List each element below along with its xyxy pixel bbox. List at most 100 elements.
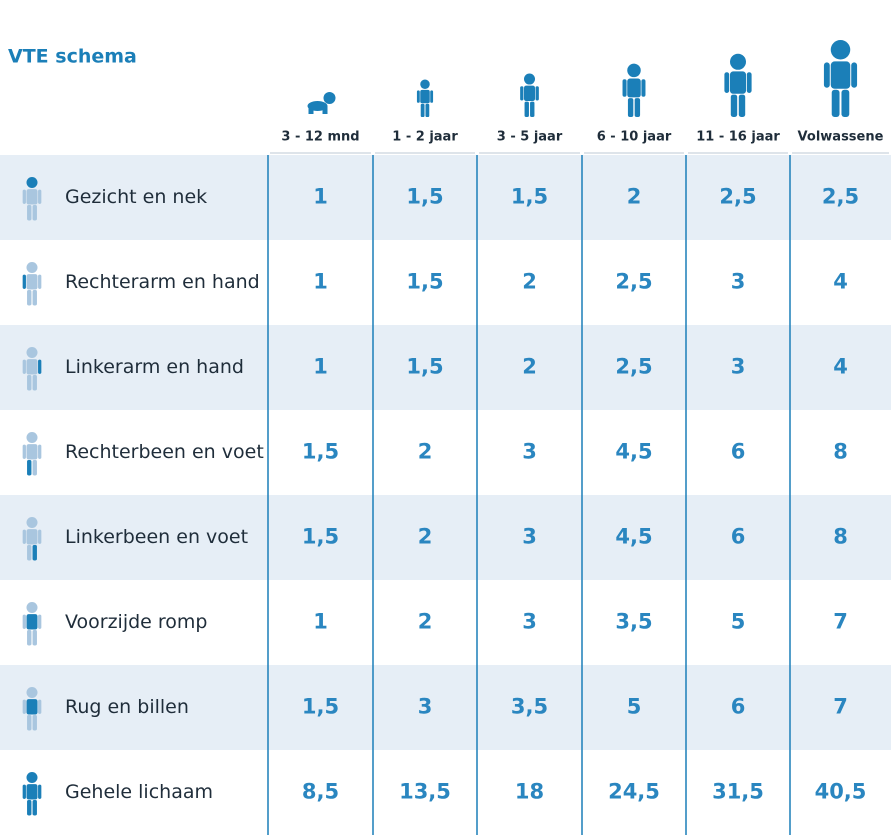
column-header: 3 - 5 jaar [497, 130, 563, 145]
icon-arm [747, 72, 752, 93]
cell-value: 2 [522, 355, 537, 379]
icon-leg [33, 545, 37, 560]
icon-arm [23, 530, 26, 544]
icon-torso [27, 274, 38, 289]
cell-value: 1 [313, 185, 328, 209]
column-header: 6 - 10 jaar [597, 130, 672, 145]
icon-leg [323, 106, 328, 114]
cell-value: 1,5 [511, 185, 548, 209]
icon-leg [27, 375, 31, 390]
icon-head [27, 517, 38, 528]
icon-torso [27, 699, 38, 714]
icon-torso [27, 529, 38, 544]
icon-head [627, 64, 641, 78]
icon-leg [27, 205, 31, 220]
row-label: Gehele lichaam [65, 781, 213, 803]
cell-value: 4,5 [615, 440, 652, 464]
icon-head [27, 347, 38, 358]
icon-leg [27, 460, 31, 475]
icon-leg [33, 205, 37, 220]
cell-value: 6 [731, 525, 746, 549]
cell-value: 1 [313, 270, 328, 294]
icon-arm [23, 190, 26, 204]
icon-torso [524, 86, 535, 101]
cell-value: 1,5 [302, 440, 339, 464]
cell-value: 24,5 [608, 780, 660, 804]
icon-leg [27, 545, 31, 560]
cell-value: 7 [833, 610, 848, 634]
title: VTE schema [8, 46, 137, 68]
icon-head [730, 54, 746, 70]
row-label: Linkerarm en hand [65, 356, 244, 378]
row-label: Rug en billen [65, 696, 189, 718]
icon-head [831, 40, 851, 60]
cell-value: 3,5 [511, 695, 548, 719]
icon-arm [23, 785, 26, 799]
cell-value: 1,5 [302, 525, 339, 549]
icon-leg [425, 104, 429, 117]
icon-torso [627, 79, 641, 98]
cell-value: 2,5 [615, 355, 652, 379]
icon-leg [841, 90, 849, 117]
icon-head [27, 687, 38, 698]
cell-value: 2 [418, 610, 433, 634]
cell-value: 3 [522, 610, 537, 634]
icon-leg [421, 104, 425, 117]
page: VTE schema Gezicht en nek 1 1,5 1,5 2 2,5 2,5 R… [0, 0, 891, 835]
icon-arm [536, 86, 539, 100]
row-label: Rechterbeen en voet [65, 441, 264, 463]
icon-leg [739, 95, 745, 117]
icon-torso [420, 90, 430, 103]
cell-value: 5 [731, 610, 746, 634]
person-icon [824, 40, 857, 117]
icon-arm [38, 275, 41, 289]
icon-leg [635, 98, 640, 117]
cell-value: 3 [731, 355, 746, 379]
person-icon [623, 64, 646, 117]
column-header: 3 - 12 mnd [281, 130, 359, 145]
icon-leg [530, 102, 534, 117]
icon-torso [27, 614, 38, 629]
icon-arm [38, 785, 41, 799]
cell-value: 40,5 [815, 780, 867, 804]
cell-value: 13,5 [399, 780, 451, 804]
cell-value: 18 [515, 780, 544, 804]
icon-arm [38, 615, 41, 629]
row-label: Rechterarm en hand [65, 271, 260, 293]
icon-leg [33, 715, 37, 730]
cell-value: 3,5 [615, 610, 652, 634]
icon-head [27, 177, 38, 188]
cell-value: 1,5 [406, 270, 443, 294]
icon-arm [23, 445, 26, 459]
icon-leg [33, 290, 37, 305]
person-icon [520, 74, 539, 117]
cell-value: 1,5 [406, 185, 443, 209]
icon-arm [641, 79, 645, 97]
cell-value: 6 [731, 440, 746, 464]
icon-leg [525, 102, 529, 117]
icon-torso [831, 61, 851, 88]
icon-leg [27, 290, 31, 305]
cell-value: 5 [627, 695, 642, 719]
cell-value: 2 [418, 525, 433, 549]
icon-arm [38, 530, 41, 544]
icon-head [27, 262, 38, 273]
row-label: Voorzijde romp [65, 611, 208, 633]
cell-value: 8 [833, 525, 848, 549]
icon-arm [23, 360, 26, 374]
icon-head [524, 74, 535, 85]
icon-head [324, 92, 336, 104]
cell-value: 3 [418, 695, 433, 719]
icon-leg [33, 800, 37, 815]
cell-value: 8 [833, 440, 848, 464]
icon-arm [38, 445, 41, 459]
icon-leg [33, 630, 37, 645]
icon-head [27, 432, 38, 443]
row-label: Gezicht en nek [65, 186, 207, 208]
icon-arm [417, 90, 420, 102]
cell-value: 3 [522, 440, 537, 464]
column-header: 11 - 16 jaar [696, 130, 780, 145]
cell-value: 2,5 [719, 185, 756, 209]
cell-value: 1,5 [406, 355, 443, 379]
icon-leg [27, 715, 31, 730]
